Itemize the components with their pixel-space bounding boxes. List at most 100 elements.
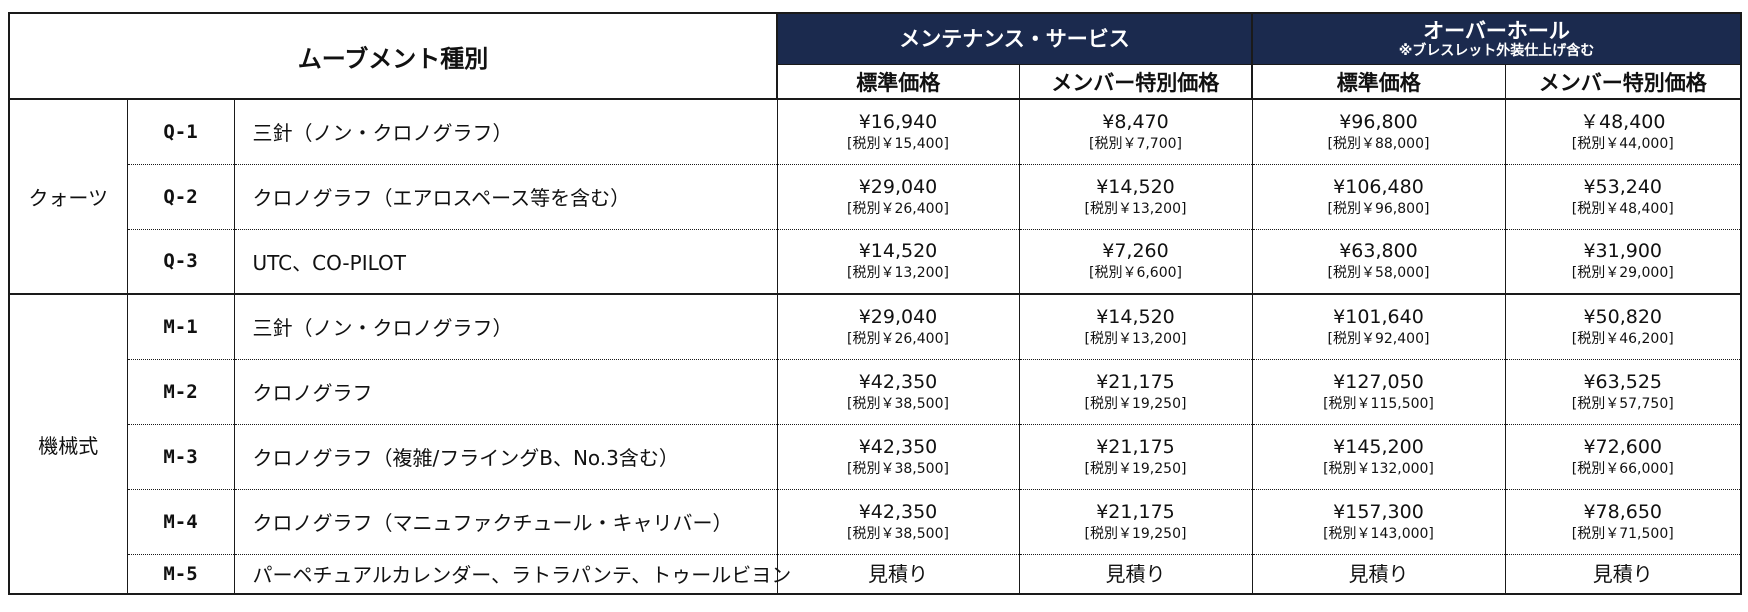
price-amount: 見積り <box>868 561 928 586</box>
table-row: M-5 パーペチュアルカレンダー、ラトラパンテ、トゥールビヨン 見積り 見積り 見積り 見… <box>9 554 1742 595</box>
price-amount: ¥8,470 <box>1102 110 1169 133</box>
maintenance-standard-price-header: 標準価格 <box>776 64 1020 100</box>
price-amount: ¥14,520 <box>1096 175 1175 198</box>
movement-type-header: ムーブメント種別 <box>8 12 778 100</box>
table-row: M-2 クロノグラフ ¥42,350 [税別￥38,500] ¥21,175 [税別￥19… <box>9 359 1742 425</box>
overhaul-title: オーバーホール <box>1423 18 1570 43</box>
price-tax-excluded: [税別￥96,800] <box>1327 200 1430 217</box>
model-code: M-2 <box>126 359 235 425</box>
price-amount: ¥63,525 <box>1583 370 1663 393</box>
overhaul-member-price-cell: ¥31,900 [税別￥29,000] <box>1504 229 1742 295</box>
table-row: クォーツ Q-1 三針（ノン・クロノグラフ） ¥16,940 [税別￥15,400] ¥8… <box>8 99 1742 295</box>
table-row: M-4 クロノグラフ（マニュファクチュール・キャリバー） ¥42,350 [税別￥38… <box>9 489 1742 555</box>
overhaul-member-price-header: メンバー特別価格 <box>1504 64 1742 100</box>
price-amount: ¥42,350 <box>858 435 938 458</box>
price-amount: ¥7,260 <box>1102 240 1169 263</box>
price-amount: ¥101,640 <box>1333 305 1424 328</box>
price-amount: 見積り <box>1592 561 1653 586</box>
price-tax-excluded: [税別￥48,400] <box>1571 200 1674 217</box>
maintenance-member-price-cell: ¥21,175 [税別￥19,250] <box>1018 489 1253 555</box>
maintenance-standard-price-cell: ¥42,350 [税別￥38,500] <box>776 489 1020 555</box>
model-code: M-3 <box>126 424 235 490</box>
price-amount: ¥96,800 <box>1339 110 1418 133</box>
price-tax-excluded: [税別￥46,200] <box>1571 330 1674 347</box>
maintenance-standard-price-cell: ¥29,040 [税別￥26,400] <box>776 294 1020 360</box>
price-amount: ¥145,200 <box>1333 435 1424 458</box>
maintenance-member-price-header: メンバー特別価格 <box>1018 64 1253 100</box>
price-amount: ￥48,400 <box>1580 110 1666 133</box>
model-code: M-1 <box>126 294 235 360</box>
model-code: M-4 <box>126 489 235 555</box>
movement-name: 三針（ノン・クロノグラフ） <box>233 294 778 360</box>
maintenance-member-price-cell: ¥8,470 [税別￥7,700] <box>1018 99 1253 165</box>
price-amount: ¥21,175 <box>1096 370 1175 393</box>
price-amount: ¥16,940 <box>858 110 938 133</box>
price-tax-excluded: [税別￥115,500] <box>1323 395 1434 412</box>
price-tax-excluded: [税別￥13,200] <box>1084 330 1187 347</box>
price-amount: ¥53,240 <box>1583 175 1663 198</box>
table-row: M-3 クロノグラフ（複雑/フライングB、No.3含む） ¥42,350 [税別￥38… <box>9 424 1742 490</box>
overhaul-member-price-cell: ¥63,525 [税別￥57,750] <box>1504 359 1742 425</box>
table-row: Q-2 クロノグラフ（エアロスペース等を含む） ¥29,040 [税別￥26,400]… <box>9 164 1742 230</box>
movement-name: クロノグラフ（マニュファクチュール・キャリバー） <box>233 489 778 555</box>
price-amount: ¥29,040 <box>858 175 938 198</box>
movement-name: クロノグラフ（エアロスペース等を含む） <box>233 164 778 230</box>
price-amount: 見積り <box>1105 561 1166 586</box>
price-tax-excluded: [税別￥44,000] <box>1571 135 1674 152</box>
maintenance-standard-price-cell: 見積り <box>776 554 1020 595</box>
price-tax-excluded: [税別￥88,000] <box>1327 135 1430 152</box>
price-tax-excluded: [税別￥38,500] <box>847 395 949 412</box>
price-tax-excluded: [税別￥26,400] <box>847 200 949 217</box>
price-tax-excluded: [税別￥13,200] <box>1084 200 1187 217</box>
overhaul-standard-price-cell: ¥101,640 [税別￥92,400] <box>1251 294 1506 360</box>
maintenance-standard-price-cell: ¥14,520 [税別￥13,200] <box>776 229 1020 295</box>
price-amount: ¥72,600 <box>1583 435 1663 458</box>
maintenance-member-price-cell: ¥14,520 [税別￥13,200] <box>1018 164 1253 230</box>
price-amount: ¥157,300 <box>1333 500 1424 523</box>
movement-name: 三針（ノン・クロノグラフ） <box>233 99 778 165</box>
overhaul-note: ※ブレスレット外装仕上げ含む <box>1398 42 1595 59</box>
model-code: M-5 <box>126 554 235 595</box>
maintenance-member-price-cell: ¥21,175 [税別￥19,250] <box>1018 424 1253 490</box>
maintenance-service-title: メンテナンス・サービス <box>899 27 1130 51</box>
overhaul-member-price-cell: ¥50,820 [税別￥46,200] <box>1504 294 1742 360</box>
overhaul-member-price-cell: ￥48,400 [税別￥44,000] <box>1504 99 1742 165</box>
model-code: Q-3 <box>126 229 235 295</box>
price-amount: ¥78,650 <box>1583 500 1663 523</box>
maintenance-standard-price-cell: ¥42,350 [税別￥38,500] <box>776 359 1020 425</box>
maintenance-standard-price-cell: ¥16,940 [税別￥15,400] <box>776 99 1020 165</box>
overhaul-standard-price-cell: 見積り <box>1251 554 1506 595</box>
price-amount: ¥42,350 <box>858 370 938 393</box>
price-tax-excluded: [税別￥29,000] <box>1571 265 1674 282</box>
overhaul-standard-price-cell: ¥157,300 [税別￥143,000] <box>1251 489 1506 555</box>
price-tax-excluded: [税別￥57,750] <box>1571 395 1674 412</box>
model-code: Q-1 <box>126 99 235 165</box>
maintenance-member-price-cell: ¥14,520 [税別￥13,200] <box>1018 294 1253 360</box>
price-tax-excluded: [税別￥13,200] <box>847 265 949 282</box>
overhaul-member-price-cell: 見積り <box>1504 554 1742 595</box>
price-amount: ¥50,820 <box>1583 305 1663 328</box>
maintenance-standard-price-cell: ¥42,350 [税別￥38,500] <box>776 424 1020 490</box>
table-row: Q-3 UTC、CO-PILOT ¥14,520 [税別￥13,200] ¥7,260 [… <box>9 229 1742 295</box>
maintenance-service-header: メンテナンス・サービス <box>776 12 1253 65</box>
price-tax-excluded: [税別￥19,250] <box>1084 525 1187 542</box>
maintenance-member-price-cell: ¥7,260 [税別￥6,600] <box>1018 229 1253 295</box>
overhaul-standard-price-cell: ¥96,800 [税別￥88,000] <box>1251 99 1506 165</box>
price-amount: ¥21,175 <box>1096 500 1175 523</box>
price-tax-excluded: [税別￥15,400] <box>847 135 949 152</box>
price-amount: ¥14,520 <box>1096 305 1175 328</box>
overhaul-member-price-cell: ¥72,600 [税別￥66,000] <box>1504 424 1742 490</box>
price-tax-excluded: [税別￥7,700] <box>1088 135 1182 152</box>
overhaul-member-price-cell: ¥53,240 [税別￥48,400] <box>1504 164 1742 230</box>
price-tax-excluded: [税別￥26,400] <box>847 330 949 347</box>
maintenance-member-price-cell: ¥21,175 [税別￥19,250] <box>1018 359 1253 425</box>
movement-name: UTC、CO-PILOT <box>233 229 778 295</box>
price-tax-excluded: [税別￥38,500] <box>847 525 949 542</box>
price-tax-excluded: [税別￥6,600] <box>1088 265 1182 282</box>
overhaul-standard-price-cell: ¥63,800 [税別￥58,000] <box>1251 229 1506 295</box>
overhaul-standard-price-header: 標準価格 <box>1251 64 1506 100</box>
price-table-body: クォーツ Q-1 三針（ノン・クロノグラフ） ¥16,940 [税別￥15,400] ¥8… <box>8 99 1742 595</box>
price-tax-excluded: [税別￥143,000] <box>1323 525 1434 542</box>
overhaul-member-price-cell: ¥78,650 [税別￥71,500] <box>1504 489 1742 555</box>
maintenance-member-price-cell: 見積り <box>1018 554 1253 595</box>
